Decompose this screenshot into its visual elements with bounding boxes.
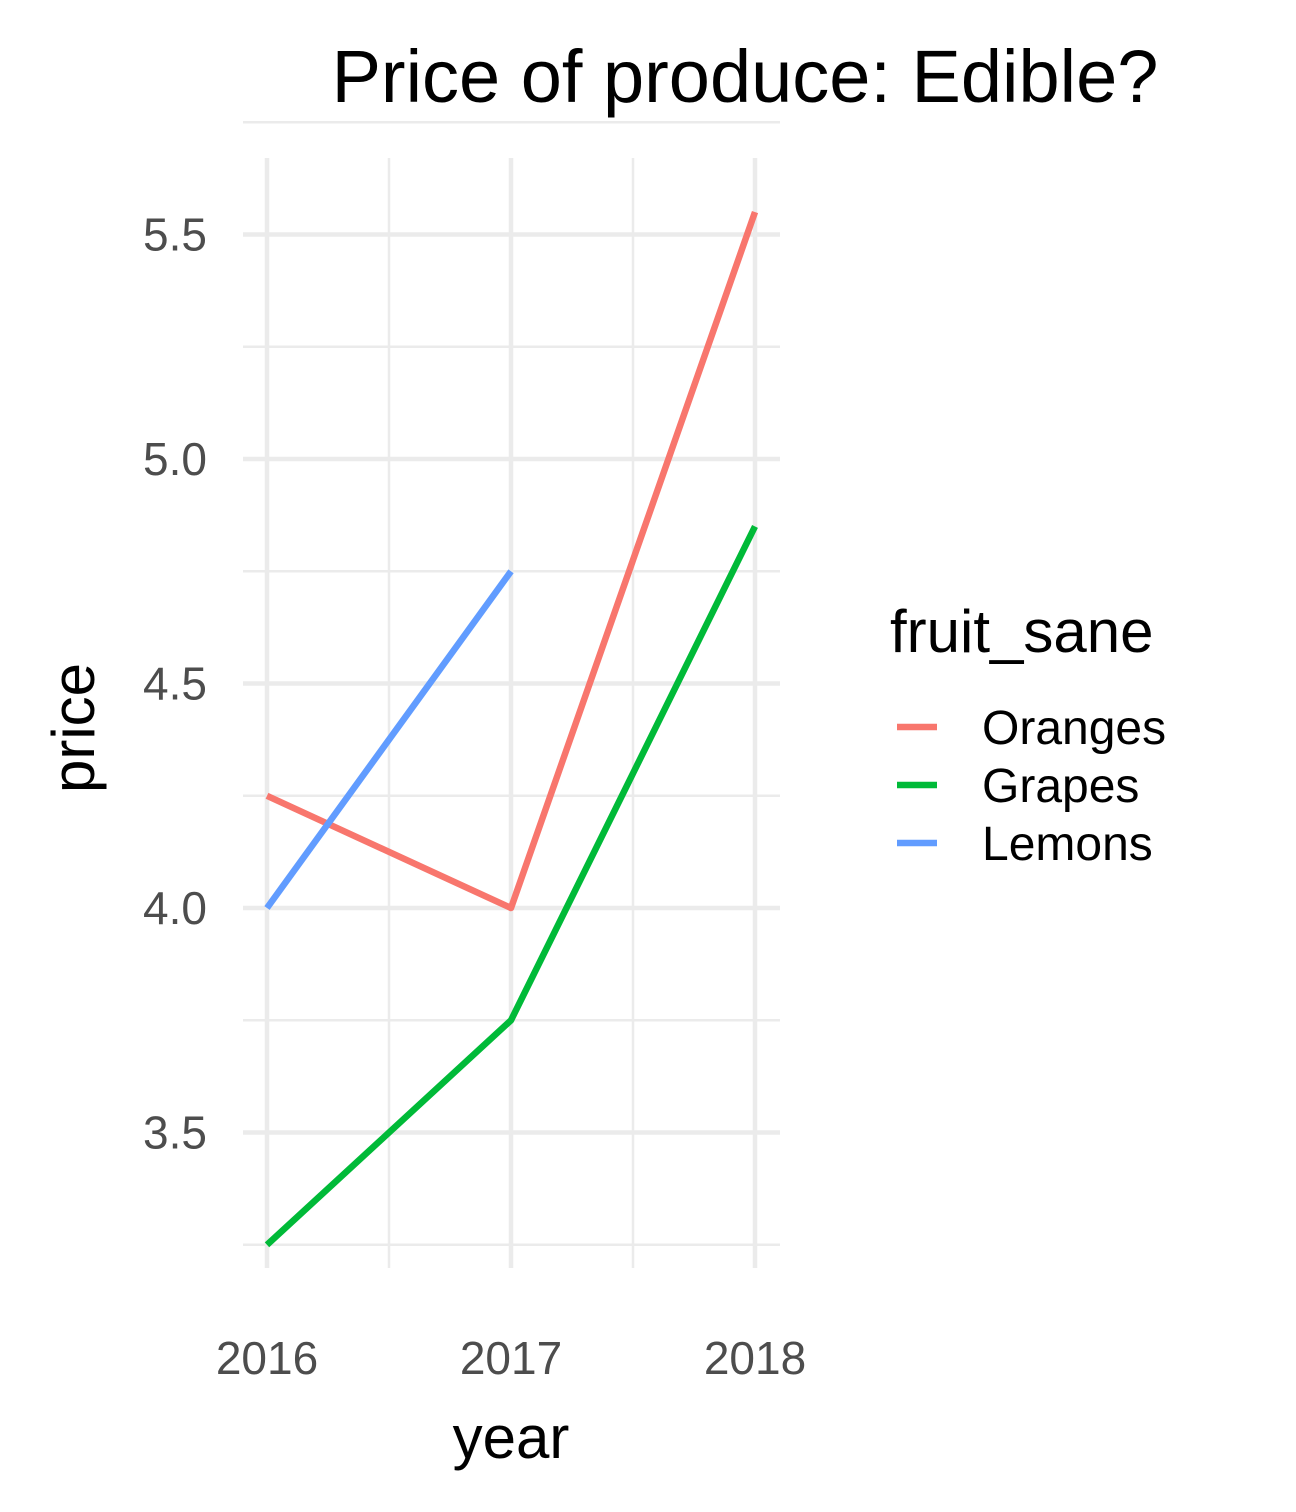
- series-lines: [264, 211, 759, 1248]
- y-tick-label: 5.5: [143, 209, 207, 261]
- series-line-oranges: [265, 211, 759, 912]
- series-line-lemons: [264, 569, 514, 910]
- legend-title: fruit_sane: [890, 598, 1154, 665]
- y-tick-label: 3.5: [143, 1107, 207, 1159]
- y-tick-label: 4.5: [143, 658, 207, 710]
- major-gridlines: [243, 158, 780, 1268]
- legend-label-grapes: Grapes: [982, 760, 1139, 813]
- x-axis-title: year: [453, 1404, 570, 1471]
- x-tick-label: 2018: [704, 1332, 806, 1384]
- x-axis-tick-labels: 2016 2017 2018: [216, 1332, 806, 1384]
- series-line-grapes: [264, 524, 758, 1248]
- y-axis-title: price: [40, 663, 107, 793]
- y-tick-label: 4.0: [143, 882, 207, 934]
- legend-label-lemons: Lemons: [982, 818, 1153, 871]
- y-tick-label: 5.0: [143, 433, 207, 485]
- y-axis-tick-labels: 3.5 4.0 4.5 5.0 5.5: [143, 209, 207, 1159]
- legend-label-oranges: Oranges: [982, 702, 1166, 755]
- x-tick-label: 2016: [216, 1332, 318, 1384]
- chart-title: Price of produce: Edible?: [332, 35, 1159, 118]
- x-tick-label: 2017: [460, 1332, 562, 1384]
